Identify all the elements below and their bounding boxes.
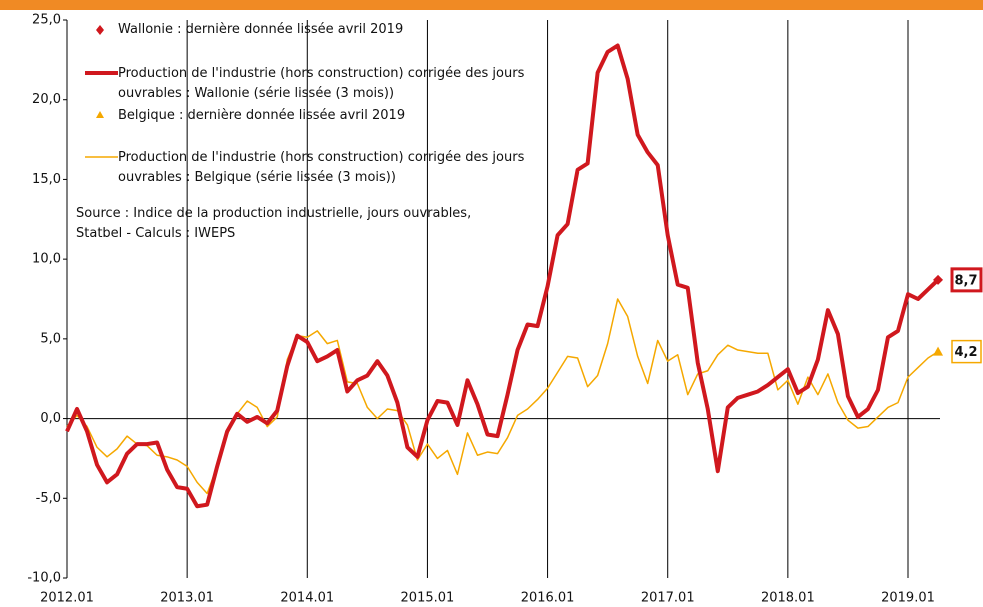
end-marker: [933, 274, 944, 285]
end-label-box: [950, 267, 983, 293]
y-tick-label: 25,0: [32, 13, 61, 28]
x-tick-label: 2015.01: [401, 591, 455, 606]
legend-marker: [96, 111, 104, 118]
x-tick-label: 2012.01: [40, 591, 94, 606]
x-tick-label: 2018.01: [761, 591, 815, 606]
legend-marker: [96, 25, 104, 35]
legend-label: Production de l'industrie (hors construc…: [118, 66, 525, 101]
y-tick-label: 10,0: [32, 252, 61, 267]
source-note: Source : Indice de la production industr…: [76, 206, 472, 241]
y-tick-label: -10,0: [27, 571, 61, 586]
x-tick-label: 2017.01: [641, 591, 695, 606]
y-tick-label: 15,0: [32, 172, 61, 187]
line: [66, 298, 939, 495]
y-tick-label: -5,0: [36, 491, 61, 506]
x-tick-label: 2019.01: [881, 591, 935, 606]
x-tick-label: 2013.01: [160, 591, 214, 606]
y-tick-label: 20,0: [32, 92, 61, 107]
end-label: 4,2: [954, 345, 977, 360]
y-tick-label: 0,0: [40, 411, 61, 426]
end-label: 8,7: [954, 273, 977, 288]
x-tick-label: 2014.01: [280, 591, 334, 606]
end-marker: [933, 346, 944, 356]
y-tick-label: 5,0: [40, 331, 61, 346]
line: [65, 43, 940, 509]
legend-label: Belgique : dernière donnée lissée avril …: [118, 108, 406, 123]
legend-label: Production de l'industrie (hors construc…: [118, 150, 525, 185]
x-tick-label: 2016.01: [521, 591, 575, 606]
top-bar: [0, 0, 983, 10]
end-label-box: [951, 339, 982, 364]
legend-label: Wallonie : dernière donnée lissée avril …: [118, 22, 404, 37]
